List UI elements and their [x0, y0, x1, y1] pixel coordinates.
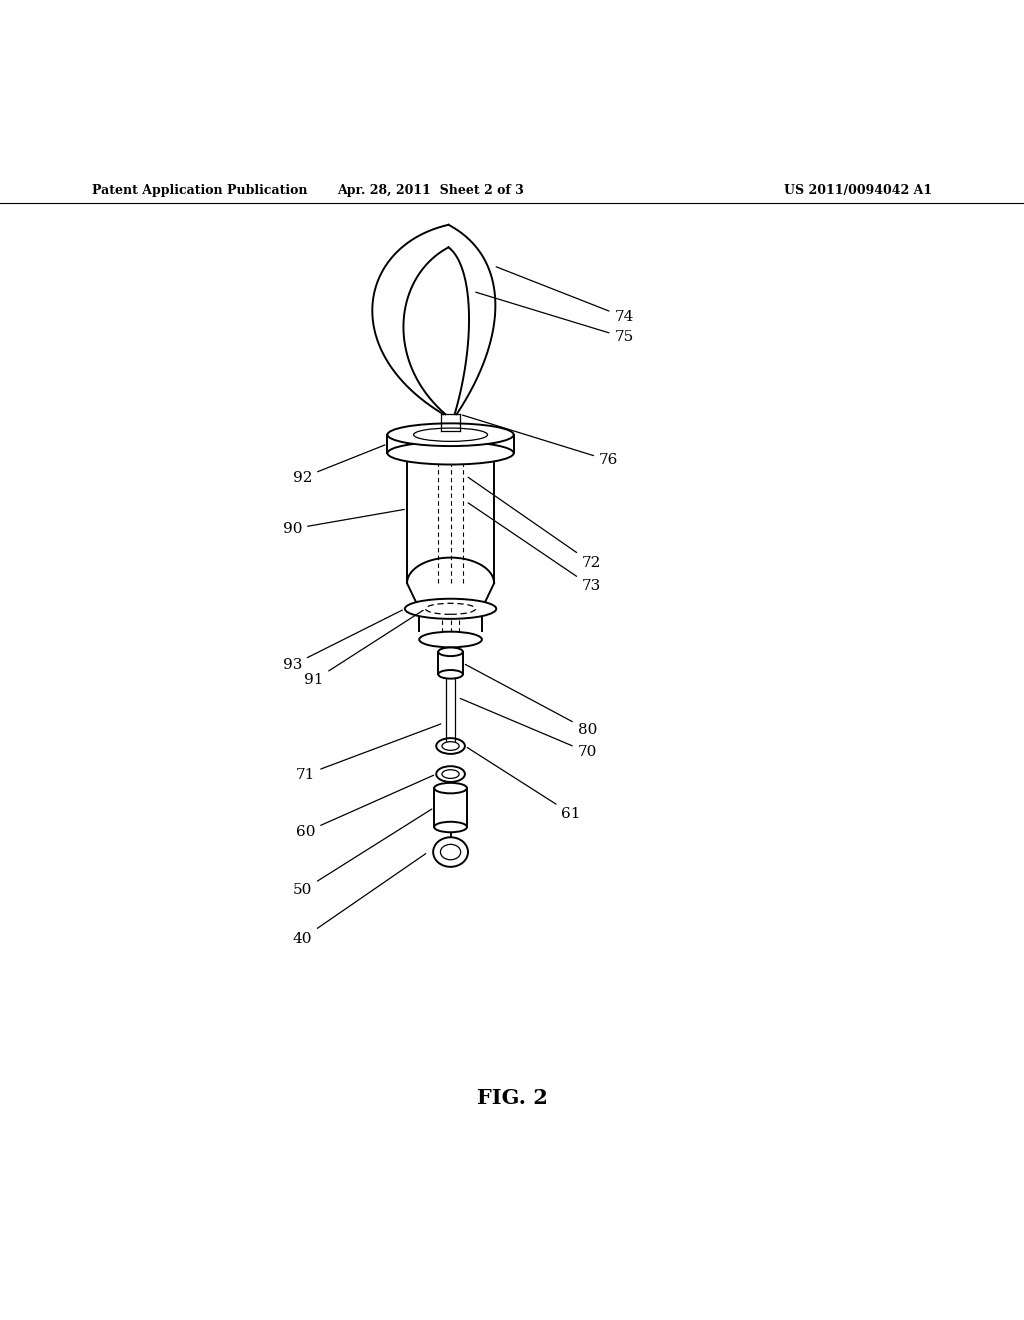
Text: 75: 75 [476, 292, 634, 345]
Ellipse shape [438, 671, 463, 678]
Text: 40: 40 [293, 854, 426, 945]
Ellipse shape [438, 648, 463, 656]
Text: 91: 91 [304, 610, 423, 688]
Text: 50: 50 [293, 809, 432, 898]
Text: 74: 74 [497, 267, 634, 323]
Text: 80: 80 [465, 664, 597, 737]
Text: Patent Application Publication: Patent Application Publication [92, 183, 307, 197]
Text: 60: 60 [296, 775, 434, 840]
Text: 73: 73 [468, 503, 601, 593]
Text: FIG. 2: FIG. 2 [476, 1088, 548, 1109]
Text: 92: 92 [293, 445, 385, 484]
Ellipse shape [387, 442, 514, 465]
Ellipse shape [387, 424, 514, 446]
Text: 61: 61 [467, 747, 581, 821]
Text: 70: 70 [461, 698, 597, 759]
Text: 93: 93 [283, 610, 402, 672]
Text: 71: 71 [296, 723, 440, 781]
Text: 72: 72 [468, 478, 601, 570]
Text: Apr. 28, 2011  Sheet 2 of 3: Apr. 28, 2011 Sheet 2 of 3 [337, 183, 523, 197]
Text: 76: 76 [463, 414, 618, 467]
Ellipse shape [434, 783, 467, 793]
Text: US 2011/0094042 A1: US 2011/0094042 A1 [783, 183, 932, 197]
Text: 90: 90 [283, 510, 404, 536]
Ellipse shape [404, 599, 497, 619]
Ellipse shape [434, 822, 467, 832]
Ellipse shape [419, 632, 482, 647]
